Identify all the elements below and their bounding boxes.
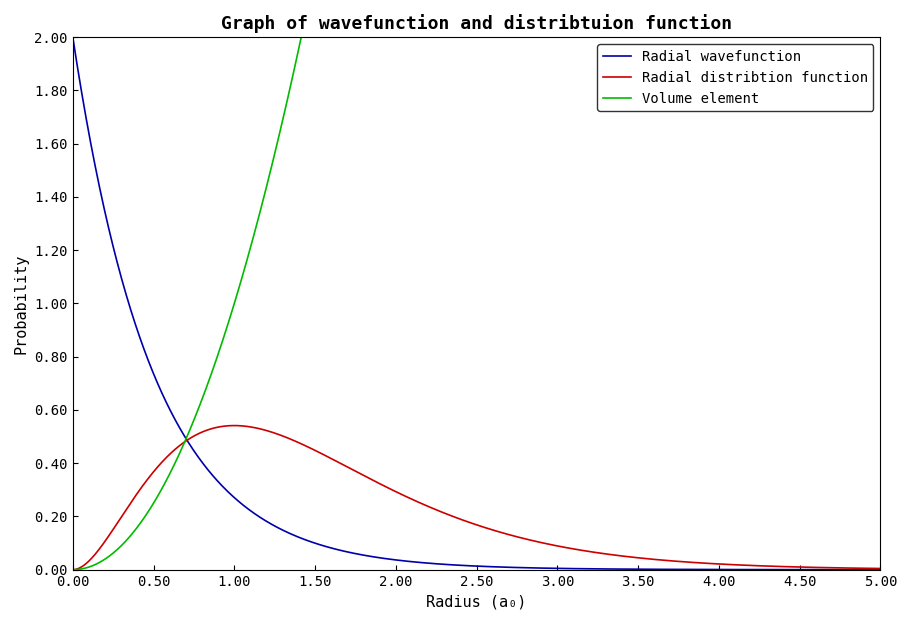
Radial distribtion function (67, 566, 78, 573)
Radial wavefunction (460, 562, 471, 569)
Radial wavefunction (875, 566, 885, 573)
Radial wavefunction (67, 34, 78, 41)
X-axis label: Radius (a₀): Radius (a₀) (426, 594, 527, 609)
Legend: Radial wavefunction, Radial distribtion function, Volume element: Radial wavefunction, Radial distribtion … (598, 44, 874, 111)
Y-axis label: Probability: Probability (14, 254, 29, 354)
Line: Radial wavefunction: Radial wavefunction (73, 37, 880, 569)
Radial distribtion function (703, 559, 714, 567)
Line: Radial distribtion function: Radial distribtion function (73, 426, 880, 569)
Radial distribtion function (439, 510, 450, 517)
Line: Volume element: Volume element (73, 0, 880, 569)
Radial distribtion function (875, 564, 885, 572)
Radial distribtion function (108, 525, 119, 532)
Radial wavefunction (851, 566, 862, 573)
Radial distribtion function (229, 422, 240, 429)
Radial distribtion function (852, 564, 863, 572)
Title: Graph of wavefunction and distribtuion function: Graph of wavefunction and distribtuion f… (221, 14, 732, 33)
Radial wavefunction (703, 566, 714, 573)
Volume element (67, 566, 78, 573)
Radial distribtion function (852, 564, 863, 572)
Radial wavefunction (438, 561, 449, 568)
Radial wavefunction (852, 566, 863, 573)
Radial distribtion function (460, 518, 471, 525)
Volume element (108, 549, 119, 556)
Radial wavefunction (108, 246, 119, 254)
